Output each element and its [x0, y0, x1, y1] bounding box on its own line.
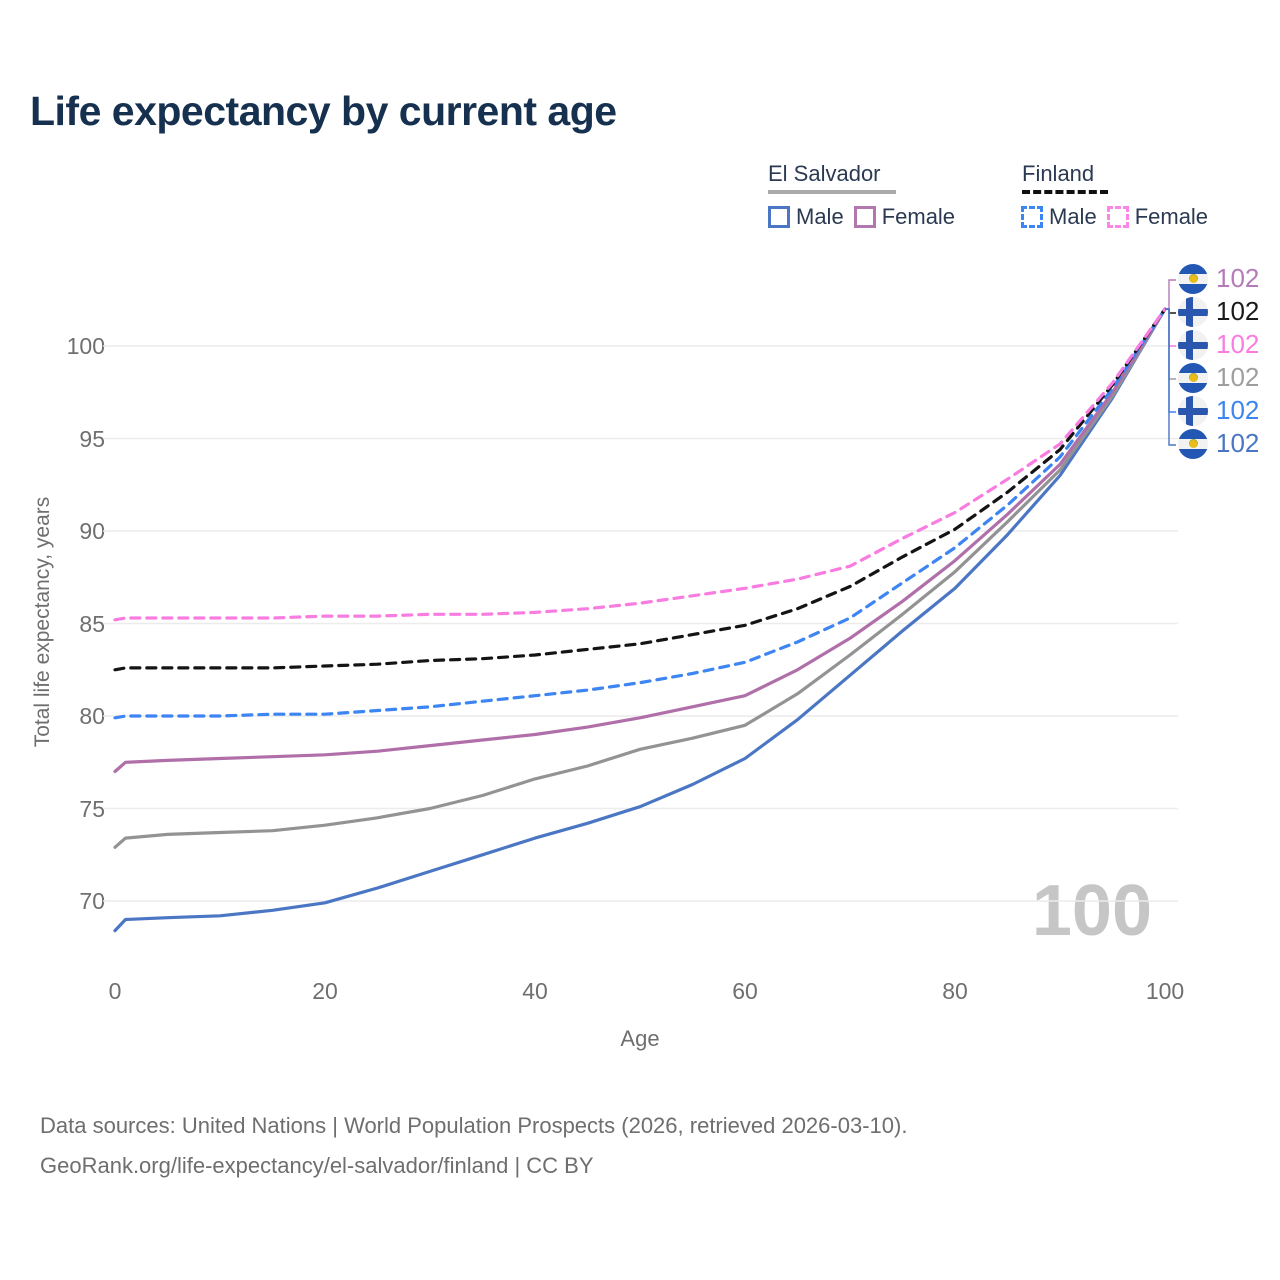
finland-flag-icon [1178, 395, 1208, 426]
legend-country-label: Finland [1022, 161, 1095, 186]
legend-item-label: Female [881, 204, 956, 229]
legend-item-label: Male [1049, 204, 1097, 229]
legend-item-finland-male[interactable]: Male [1021, 204, 1097, 230]
line-swatch-dashed-blue [1021, 206, 1043, 228]
el-salvador-flag-icon [1178, 263, 1208, 294]
line-el-salvador-both-sexes[interactable] [113, 307, 1167, 849]
leader-line-el-salvador-male [1165, 308, 1176, 446]
y-tick-95: 95 [79, 426, 105, 452]
legend-items-el-salvador: Male Female [768, 204, 955, 230]
legend-country-label: El Salvador [768, 161, 881, 186]
x-tick-20: 20 [312, 978, 338, 1004]
line-swatch-solid-blue [768, 206, 790, 228]
leader-line-el-salvador-both-sexes [1165, 308, 1176, 380]
legend-items-finland: Male Female [1021, 204, 1208, 230]
y-tick-70: 70 [79, 888, 105, 914]
line-finland-both-sexes[interactable] [113, 307, 1167, 672]
finland-flag-icon [1178, 296, 1208, 327]
legend-item-el-salvador-male[interactable]: Male [768, 204, 844, 230]
line-swatch-dashed-pink [1106, 206, 1129, 228]
x-axis-title: Age [620, 1026, 660, 1051]
end-value: 102 [1216, 263, 1260, 293]
el-salvador-flag-icon [1178, 428, 1208, 459]
end-label-el-salvador-both: 102 [1178, 362, 1259, 393]
el-salvador-flag-icon [1178, 362, 1208, 393]
end-label-finland-female: 102 [1178, 329, 1259, 360]
finland-flag-icon [1178, 329, 1208, 360]
x-tick-60: 60 [732, 978, 758, 1004]
line-el-salvador-male[interactable] [113, 307, 1167, 933]
end-label-el-salvador-female: 102 [1178, 263, 1259, 294]
line-swatch-solid-purple [853, 206, 876, 228]
leader-line-el-salvador-female [1165, 279, 1176, 310]
y-tick-85: 85 [79, 611, 105, 637]
y-tick-100: 100 [66, 333, 105, 359]
line-finland-male[interactable] [113, 307, 1167, 720]
legend-item-el-salvador-female[interactable]: Female [853, 204, 956, 230]
legend-item-label: Female [1134, 204, 1209, 229]
page-title: Life expectancy by current age [30, 88, 617, 134]
data-sources-line: Data sources: United Nations | World Pop… [40, 1113, 908, 1138]
legend-group-finland: Finland [1022, 161, 1108, 194]
legend-line-sample-solid [768, 190, 896, 194]
end-value: 102 [1216, 296, 1260, 326]
y-tick-75: 75 [79, 796, 105, 822]
end-label-finland-both: 102 [1178, 296, 1259, 327]
attribution-line: GeoRank.org/life-expectancy/el-salvador/… [40, 1153, 594, 1178]
end-value: 102 [1216, 428, 1260, 458]
x-tick-80: 80 [942, 978, 968, 1004]
end-value: 102 [1216, 395, 1260, 425]
legend-group-el-salvador: El Salvador [768, 161, 896, 194]
end-label-finland-male: 102 [1178, 395, 1259, 426]
x-tick-0: 0 [108, 978, 122, 1004]
source-caption: Data sources: United Nations | World Pop… [40, 1106, 907, 1186]
legend-item-finland-female[interactable]: Female [1106, 204, 1209, 230]
leader-line-finland-female [1165, 308, 1176, 347]
end-label-el-salvador-male: 102 [1178, 428, 1259, 459]
leader-line-finland-male [1165, 308, 1176, 413]
line-el-salvador-female[interactable] [113, 307, 1167, 774]
y-tick-90: 90 [79, 518, 105, 544]
x-tick-40: 40 [522, 978, 548, 1004]
end-value: 102 [1216, 362, 1260, 392]
current-age-watermark: 100 [1031, 871, 1152, 951]
y-tick-80: 80 [79, 703, 105, 729]
legend-line-sample-dashed [1022, 190, 1108, 194]
legend-item-label: Male [796, 204, 844, 229]
line-finland-female[interactable] [113, 307, 1167, 622]
x-tick-100: 100 [1145, 978, 1185, 1004]
end-value: 102 [1216, 329, 1260, 359]
